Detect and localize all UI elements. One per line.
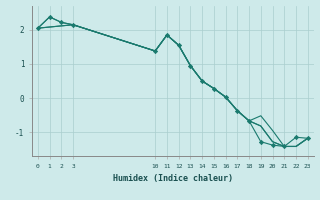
X-axis label: Humidex (Indice chaleur): Humidex (Indice chaleur): [113, 174, 233, 183]
